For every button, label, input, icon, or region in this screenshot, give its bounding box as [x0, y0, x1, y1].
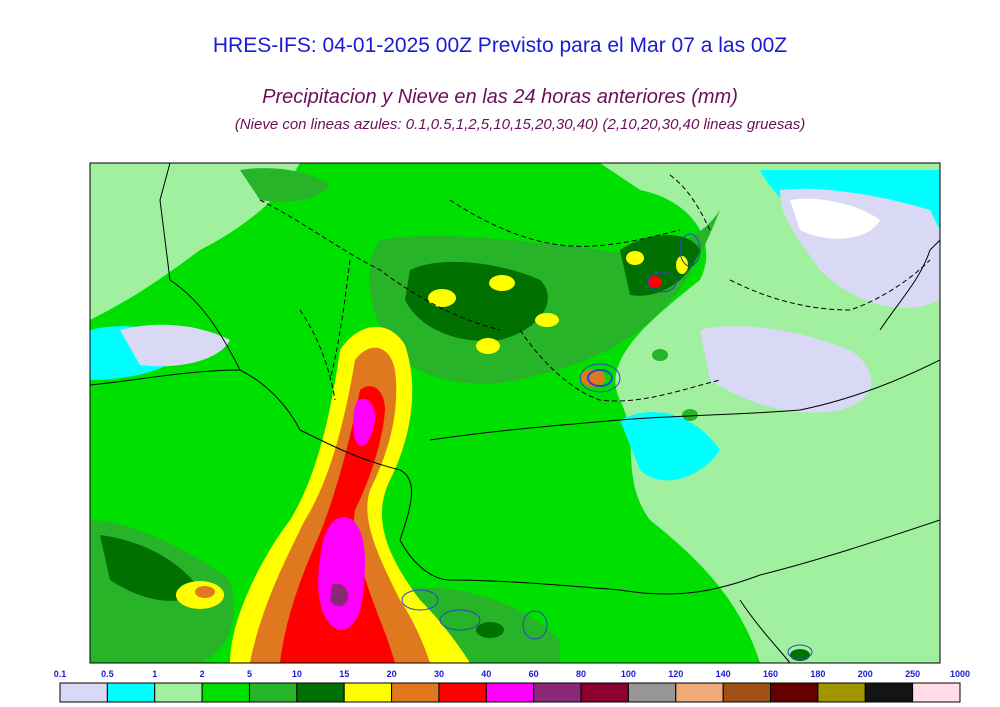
colorbar-swatch	[864, 682, 914, 703]
precip-cell-20mm	[581, 369, 605, 387]
map-field	[90, 163, 940, 663]
snow-contours	[401, 233, 813, 660]
colorbar-swatch	[106, 682, 156, 703]
precip-area-10mm	[100, 535, 200, 601]
precip-cell-15mm	[489, 275, 515, 291]
colorbar-tick-label: 0.1	[54, 669, 67, 679]
colorbar-tick-label: 80	[576, 669, 586, 679]
precip-cell-30mm	[648, 276, 662, 288]
precip-cell-15mm	[676, 256, 688, 274]
colorbar-swatch	[59, 682, 108, 703]
colorbar-tick-label: 200	[858, 669, 873, 679]
colorbar-tick-label: 120	[668, 669, 683, 679]
precip-area-5mm	[240, 168, 330, 202]
colorbar-swatch	[627, 682, 677, 703]
colorbar-swatch	[154, 682, 203, 703]
precip-area-60mm	[330, 583, 349, 606]
precip-cell-15mm	[535, 313, 559, 327]
colorbar-swatch	[391, 682, 440, 703]
colorbar-tick-label: 1000	[950, 669, 970, 679]
colorbar-swatch	[248, 682, 298, 703]
colorbar-tick-label: 1	[152, 669, 157, 679]
precip-area-0.1mm	[790, 198, 880, 239]
colorbar-tick-label: 10	[292, 669, 302, 679]
colorbar-swatch	[533, 682, 582, 703]
colorbar-tick-label: 0.5	[101, 669, 114, 679]
colorbar-tick-label: 60	[529, 669, 539, 679]
colorbar-swatch	[296, 682, 345, 703]
colorbar-tick-label: 250	[905, 669, 920, 679]
colorbar-tick-label: 100	[621, 669, 636, 679]
precip-area-40mm	[353, 398, 376, 447]
colorbar-tick-label: 5	[247, 669, 252, 679]
colorbar-swatch	[580, 682, 629, 703]
precip-cell-5mm	[476, 622, 504, 638]
precip-cell-5mm	[652, 349, 668, 361]
colorbar-tick-label: 140	[716, 669, 731, 679]
colorbar-tick-label: 20	[387, 669, 397, 679]
precip-cell-15mm	[476, 338, 500, 354]
colorbar-tick-label: 2	[200, 669, 205, 679]
colorbar-tick-label: 15	[339, 669, 349, 679]
colorbar-swatch	[485, 682, 535, 703]
colorbar-tick-label: 30	[434, 669, 444, 679]
colorbar-tick-label: 40	[481, 669, 491, 679]
colorbar-swatch	[912, 682, 961, 703]
map-frame	[89, 162, 941, 664]
precip-area-0.1mm	[120, 324, 230, 367]
chart-note: (Nieve con lineas azules: 0.1,0.5,1,2,5,…	[234, 116, 806, 133]
chart-title: HRES-IFS: 04-01-2025 00Z Previsto para e…	[212, 34, 788, 57]
colorbar-swatch	[770, 682, 819, 703]
precip-cell-20mm	[195, 586, 215, 598]
precip-cell-5mm	[682, 409, 698, 421]
coastlines	[90, 163, 940, 663]
precip-area-1mm	[90, 163, 300, 320]
colorbar-swatch	[438, 682, 487, 703]
colorbar-swatch	[343, 682, 393, 703]
precip-area-0.1mm	[700, 326, 872, 413]
precip-area-40mm	[318, 516, 365, 630]
colorbar-tick-label: 180	[810, 669, 825, 679]
precip-cell-15mm	[626, 251, 644, 265]
colorbar-swatch	[817, 682, 866, 703]
colorbar-tick-label: 160	[763, 669, 778, 679]
precip-cell-15mm	[428, 289, 456, 307]
province-borders	[259, 174, 931, 402]
colorbar-swatch	[675, 682, 724, 703]
colorbar-swatch	[722, 682, 772, 703]
chart-subtitle: Precipitacion y Nieve en las 24 horas an…	[262, 86, 738, 108]
colorbar-swatch	[201, 682, 250, 703]
precip-area-0.5mm	[620, 411, 720, 481]
